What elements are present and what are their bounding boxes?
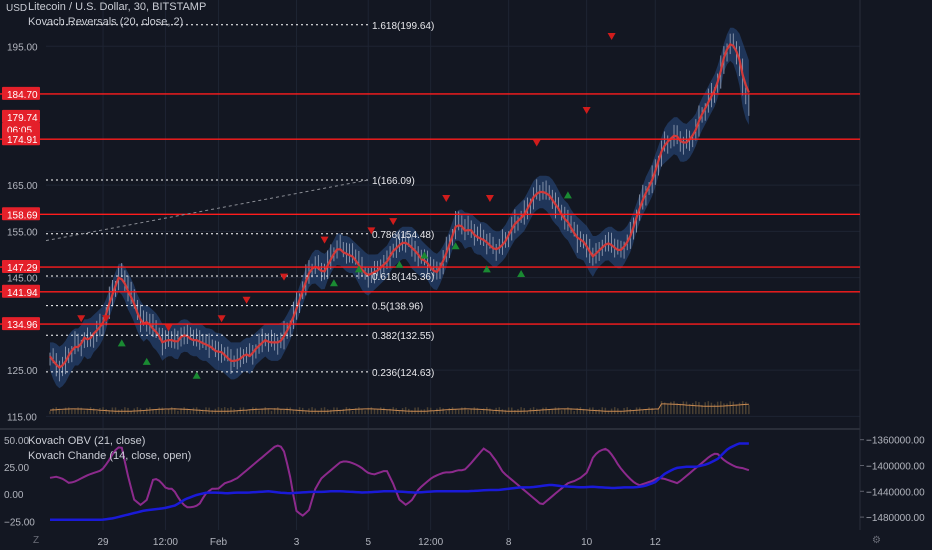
lower-left-axis-tick: 25.00 — [4, 463, 29, 474]
price-axis-tick: 125.00 — [7, 366, 38, 377]
lower-right-axis-tick: −1400000.00 — [866, 461, 925, 472]
price-label-text: 184.70 — [7, 90, 38, 101]
chande-line — [49, 444, 750, 517]
reversal-up-marker — [192, 371, 201, 379]
reversal-down-marker — [607, 33, 616, 41]
price-label-text: 147.29 — [7, 263, 38, 274]
tradingview-logo-icon: Z — [33, 535, 40, 546]
volume-ma-line — [49, 403, 749, 412]
fib-level-label: 0.382(132.55) — [372, 331, 434, 342]
fib-level-label: 0.786(154.48) — [372, 230, 434, 241]
reversal-down-marker — [102, 315, 111, 323]
reversal-down-marker — [485, 194, 494, 202]
reversal-up-marker — [420, 251, 429, 259]
price-label-box — [2, 207, 40, 221]
fib-level-label: 0.236(124.63) — [372, 368, 434, 379]
fib-level-label: 0.5(138.96) — [372, 302, 423, 313]
reversal-down-marker — [217, 315, 226, 323]
lower-left-axis-tick: 50.00 — [4, 436, 29, 447]
reversal-down-marker — [242, 296, 251, 304]
reversal-up-marker — [354, 265, 363, 273]
time-axis-tick: 12:00 — [418, 537, 443, 548]
time-axis-tick: 3 — [294, 537, 300, 548]
price-label-text: 174.91 — [7, 135, 38, 146]
price-label-box — [2, 132, 40, 146]
fib-level-label: 1.618(199.64) — [372, 21, 434, 32]
lower-left-axis-tick: −25.00 — [4, 517, 35, 528]
reversal-up-marker — [517, 269, 526, 277]
reversal-up-marker — [142, 357, 151, 365]
price-label-box — [2, 284, 40, 298]
lower-right-axis-tick: −1440000.00 — [866, 487, 925, 498]
price-axis-tick: 115.00 — [7, 412, 37, 423]
price-axis-tick: 195.00 — [7, 42, 38, 53]
reversal-down-marker — [442, 194, 451, 202]
price-label-box — [2, 109, 40, 123]
reversal-up-marker — [329, 279, 338, 287]
lower-indicator-chande[interactable]: Kovach Chande (14, close, open) — [28, 450, 192, 462]
log-scale-icon[interactable]: ⚙ — [872, 535, 881, 546]
price-label-text: 158.69 — [7, 210, 38, 221]
lower-left-axis-tick: 0.00 — [4, 490, 24, 501]
fib-level-label: 1(166.09) — [372, 176, 415, 187]
reversal-up-marker — [395, 260, 404, 268]
price-label-box — [2, 317, 40, 331]
time-axis-tick: 12:00 — [153, 537, 178, 548]
fib-trend-line — [45, 179, 369, 242]
time-axis-tick: Feb — [210, 537, 228, 548]
price-label-text: 179.74 — [7, 113, 38, 124]
price-label-box — [2, 260, 40, 274]
lower-right-axis-tick: −1480000.00 — [866, 513, 925, 524]
time-axis-tick: 29 — [97, 537, 109, 548]
reversal-down-marker — [582, 107, 591, 115]
price-label-text: 06:05 — [7, 126, 32, 137]
time-axis-tick: 8 — [506, 537, 512, 548]
price-label-text: 141.94 — [7, 288, 38, 299]
price-axis-tick: 155.00 — [7, 227, 38, 238]
reversal-down-marker — [532, 139, 541, 147]
reversal-down-marker — [320, 236, 329, 244]
fib-level-label: 0.618(145.36) — [372, 272, 434, 283]
reversal-down-marker — [77, 315, 86, 323]
time-axis-tick: 10 — [581, 537, 593, 548]
reversal-up-marker — [563, 191, 572, 199]
reversal-down-marker — [367, 227, 376, 235]
indicator-title[interactable]: Kovach Reversals (20, close, 2) — [28, 16, 184, 28]
price-label-text: 134.96 — [7, 320, 38, 331]
chart-title: Litecoin / U.S. Dollar, 30, BITSTAMP — [28, 1, 207, 13]
price-label-box — [2, 86, 40, 100]
obv-line — [50, 442, 749, 521]
time-axis-tick: 5 — [365, 537, 371, 548]
price-axis-tick: 165.00 — [7, 181, 38, 192]
reversal-up-marker — [482, 265, 491, 273]
lower-indicator-obv[interactable]: Kovach OBV (21, close) — [28, 435, 146, 447]
price-average-line — [49, 42, 750, 369]
reversal-up-marker — [451, 242, 460, 250]
reversal-down-marker — [389, 218, 398, 226]
reversal-down-marker — [280, 273, 288, 281]
currency-selector[interactable]: USD — [6, 3, 28, 14]
reversal-up-marker — [117, 339, 126, 347]
price-axis-tick: 145.00 — [7, 274, 38, 285]
reversal-down-marker — [164, 324, 173, 332]
time-axis-tick: 12 — [650, 537, 662, 548]
lower-right-axis-tick: −1360000.00 — [866, 436, 925, 447]
